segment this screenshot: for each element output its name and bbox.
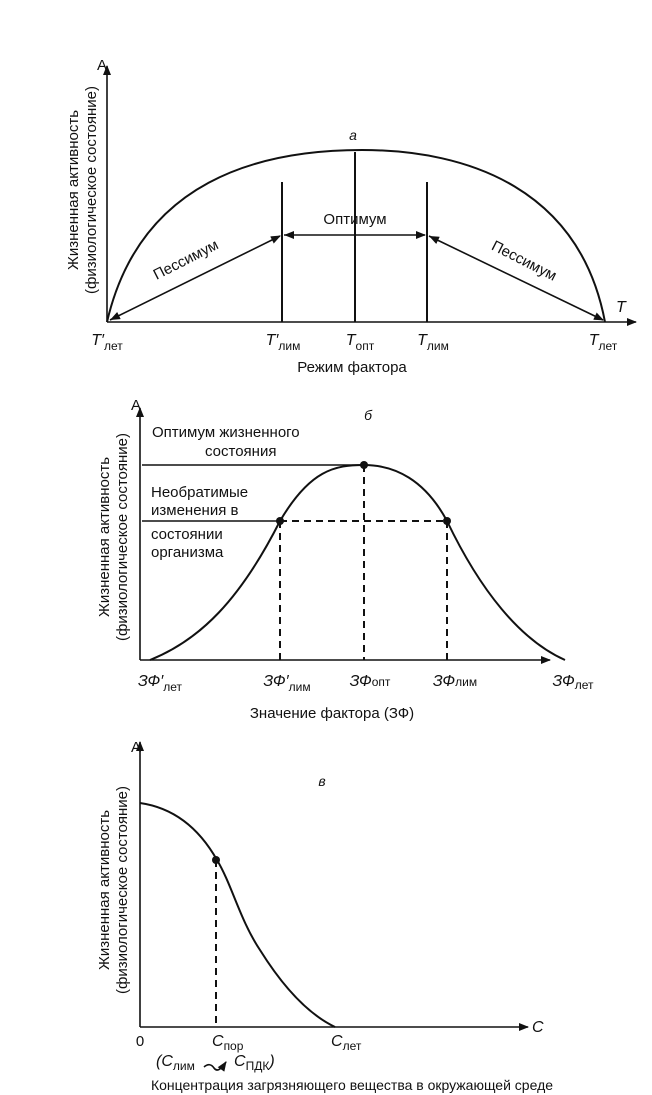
optimum-label: Оптимум — [323, 211, 386, 228]
x-axis-label: Режим фактора — [297, 359, 407, 376]
lim-left-point — [276, 517, 284, 525]
panel-c: А C Жизненная активность (физиологическо… — [96, 739, 553, 1093]
pessimum-left-label: Пессимум — [151, 236, 222, 283]
svg-text:(физиологическое состояние): (физиологическое состояние) — [114, 433, 131, 641]
wavy-arrow-icon — [203, 1061, 227, 1072]
svg-text:Жизненная активность: Жизненная активность — [96, 810, 113, 970]
svg-text:организма: организма — [151, 544, 224, 561]
tick-zf-let: ЗФлет — [553, 673, 594, 692]
tick-t-lim-prime: T′лим — [266, 332, 301, 353]
y-axis-label: Жизненная активность (физиологическое со… — [96, 786, 131, 994]
y-axis-letter: А — [131, 739, 141, 756]
tick-zf-lim-prime: ЗФ′лим — [263, 673, 310, 694]
svg-text:Жизненная активность: Жизненная активность — [65, 110, 82, 270]
threshold-point — [212, 856, 220, 864]
svg-text:Необратимые: Необратимые — [151, 484, 248, 501]
pessimum-right-label: Пессимум — [489, 237, 560, 284]
response-curve — [139, 802, 336, 1028]
tick-zf-opt: ЗФопт — [350, 673, 391, 690]
optimum-label-line2: состояния — [205, 443, 276, 460]
irreversible-label: Необратимые изменения в состоянии органи… — [151, 484, 248, 561]
tolerance-curve — [106, 148, 606, 323]
panel-letter: а — [349, 127, 357, 143]
optimum-point — [360, 461, 368, 469]
origin-label: 0 — [136, 1033, 144, 1050]
y-axis-letter: А — [97, 57, 107, 74]
panel-letter: в — [318, 773, 325, 789]
x-ticks: T′лет T′лим Tопт Tлим Tлет — [91, 332, 618, 353]
pessimum-right-arrow — [428, 235, 604, 321]
optimum-label-line1: Оптимум жизненного — [152, 424, 300, 441]
svg-text:состоянии: состоянии — [151, 526, 223, 543]
lim-to-pdk-note: (Cлим CПДК) — [156, 1053, 275, 1073]
tick-c-let: Cлет — [331, 1033, 362, 1053]
panel-a: А T Жизненная активность (физиологическо… — [65, 57, 637, 376]
y-axis-letter: А — [131, 397, 141, 414]
svg-text:(физиологическое состояние): (физиологическое состояние) — [83, 86, 100, 294]
svg-text:Жизненная активность: Жизненная активность — [96, 457, 113, 617]
x-axis-label: Значение фактора (ЗФ) — [250, 705, 414, 722]
tick-t-let-prime: T′лет — [91, 332, 123, 353]
y-axis-label: Жизненная активность (физиологическое со… — [96, 433, 131, 641]
tick-c-por: Cпор — [212, 1033, 244, 1053]
tick-t-opt: Tопт — [346, 332, 375, 353]
lim-right-point — [443, 517, 451, 525]
svg-text:CПДК): CПДК) — [234, 1053, 275, 1073]
svg-text:(физиологическое состояние): (физиологическое состояние) — [114, 786, 131, 994]
pessimum-left-arrow — [109, 235, 281, 321]
y-axis-label: Жизненная активность (физиологическое со… — [65, 86, 100, 294]
x-axis-letter: T — [616, 299, 627, 316]
x-ticks: ЗФ′лет ЗФ′лим ЗФопт ЗФлим ЗФлет — [138, 673, 594, 694]
svg-text:(Cлим: (Cлим — [156, 1053, 195, 1073]
panel-b: А Жизненная активность (физиологическое … — [96, 397, 594, 722]
tick-zf-let-prime: ЗФ′лет — [138, 673, 182, 694]
tick-t-let: Tлет — [589, 332, 618, 353]
svg-text:изменения в: изменения в — [151, 502, 238, 519]
panel-letter: б — [364, 407, 373, 423]
x-axis-label: Концентрация загрязняющего вещества в ок… — [151, 1077, 553, 1093]
x-axis-letter: C — [532, 1019, 544, 1036]
tick-zf-lim: ЗФлим — [433, 673, 477, 690]
tick-t-lim: Tлим — [417, 332, 449, 353]
